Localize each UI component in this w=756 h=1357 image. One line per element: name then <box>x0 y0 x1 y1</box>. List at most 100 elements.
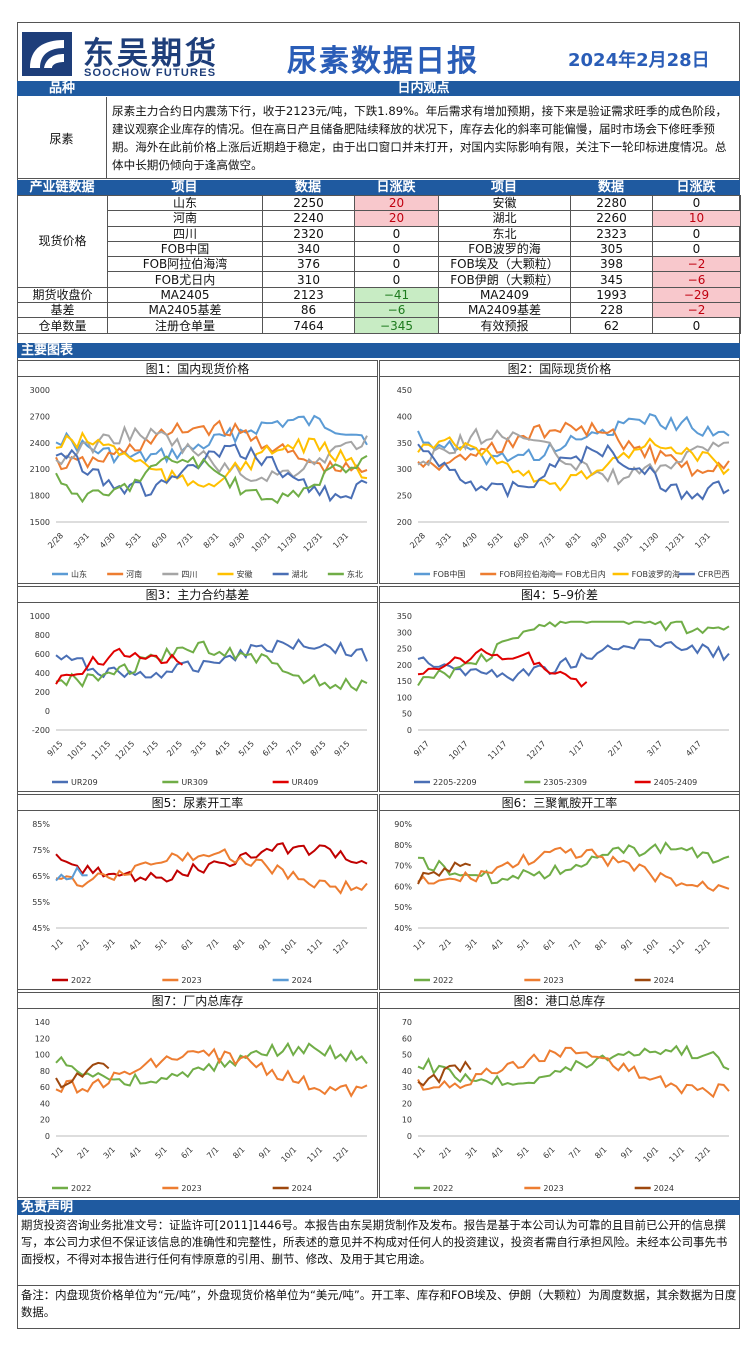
legend-label: UR209 <box>71 778 98 787</box>
legend-label: FOB中国 <box>433 569 465 579</box>
x-tick-label: 11/1 <box>667 937 686 956</box>
chart-7: 图7：厂内总库存 140 120 100 80 60 40 20 0 1/1 2/1 3/1 4/1 5/… <box>17 992 378 1198</box>
series-line <box>55 1041 368 1087</box>
y-tick-label: 60% <box>394 882 412 891</box>
chart-title: 图4：5–9价差 <box>380 587 739 603</box>
x-tick-label: 1/1 <box>50 1145 65 1160</box>
x-tick-label: 2/1 <box>438 1145 453 1160</box>
legend-label: 2022 <box>433 1184 453 1193</box>
x-tick-label: 7/1 <box>205 1145 220 1160</box>
x-tick-label: 10/17 <box>447 739 470 762</box>
col-header-item-b: 项目 <box>490 180 517 195</box>
disclaimer-text: 期货投资咨询业务批准文号：证监许可[2011]1446号。本报告由东吴期货制作及… <box>21 1218 728 1266</box>
logo-text-en: SOOCHOW FUTURES <box>84 67 217 79</box>
series-line <box>417 846 730 892</box>
item-name: FOB波罗的海 <box>438 240 571 258</box>
item-change: −345 <box>354 317 439 334</box>
legend-label: CFR巴西 <box>698 570 730 579</box>
chart-title: 图1：国内现货价格 <box>18 361 377 377</box>
item-name: FOB阿拉伯海湾 <box>107 256 263 273</box>
y-tick-label: 65% <box>32 872 50 881</box>
legend-label: 东北 <box>347 569 363 579</box>
item-name: 有效预报 <box>438 317 571 334</box>
series-line <box>417 861 471 885</box>
legend-label: 2022 <box>433 976 453 985</box>
legend-label: 2405-2409 <box>654 778 698 787</box>
item-name: 注册仓单量 <box>107 317 263 334</box>
x-tick-label: 2/17 <box>606 739 625 758</box>
y-tick-label: 40% <box>394 924 412 933</box>
col-header-change-b: 日涨跌 <box>676 180 716 195</box>
x-tick-label: 3/31 <box>434 531 453 550</box>
item-change: −41 <box>354 286 439 304</box>
x-tick-label: 8/1 <box>231 1145 246 1160</box>
y-tick-label: 400 <box>35 669 50 678</box>
x-tick-label: 12/1 <box>693 1145 712 1164</box>
col-header-chain: 产业链数据 <box>29 180 95 195</box>
series-line <box>55 1061 110 1089</box>
series-line <box>417 427 730 486</box>
chart-5: 图5：尿素开工率 85% 75% 65% 55% 45% 1/1 2/1 3/1 4/1 5/1 6/… <box>17 794 378 990</box>
series-line <box>55 638 368 680</box>
series-line <box>417 620 730 687</box>
series-line <box>55 865 88 882</box>
variety-name: 尿素 <box>17 97 107 179</box>
chart-title: 图8：港口总库存 <box>380 993 739 1009</box>
y-tick-label: 450 <box>397 386 412 395</box>
legend-label: 2024 <box>292 1184 312 1193</box>
legend-label: 四川 <box>181 570 197 579</box>
x-tick-label: 12/31 <box>302 531 325 554</box>
y-tick-label: 0 <box>407 726 412 735</box>
item-name: 安徽 <box>438 194 571 212</box>
y-tick-label: 2100 <box>30 465 50 474</box>
x-tick-label: 7/31 <box>538 531 557 550</box>
y-tick-label: 50% <box>394 903 412 912</box>
chart-plot: 90% 80% 70% 60% 50% 40%1/1 2/1 3/1 4/1 5/1 6/1 7/1 8… <box>394 820 730 985</box>
legend-label: FOB阿拉伯海湾 <box>499 569 555 579</box>
y-tick-label: 40 <box>40 1099 50 1108</box>
y-tick-label: 40 <box>402 1067 412 1076</box>
legend-label: FOB尤日内 <box>565 569 605 579</box>
y-tick-label: 60 <box>402 1034 412 1043</box>
x-tick-label: 5/1 <box>515 1145 530 1160</box>
item-change: −2 <box>652 302 741 319</box>
item-change: 0 <box>354 271 439 288</box>
x-tick-label: 5/1 <box>515 937 530 952</box>
item-value: 2123 <box>262 286 355 304</box>
item-name: MA2405基差 <box>107 302 263 319</box>
x-tick-label: 5/15 <box>237 739 256 758</box>
y-tick-label: 3000 <box>30 386 50 395</box>
item-value: 1993 <box>570 286 653 304</box>
legend-label: 2024 <box>654 1184 674 1193</box>
x-tick-label: 1/1 <box>412 937 427 952</box>
x-tick-label: 3/1 <box>464 937 479 952</box>
x-tick-label: 3/17 <box>645 739 664 758</box>
y-tick-label: 75% <box>32 846 50 855</box>
x-tick-label: 11/30 <box>638 531 661 554</box>
chart-plot: 140 120 100 80 60 40 20 01/1 2/1 3/1 4/1 5/1 6/1 7/1 8… <box>35 1018 368 1193</box>
x-tick-label: 11/15 <box>90 739 113 762</box>
series-line <box>55 430 368 488</box>
legend-label: 2205-2209 <box>433 778 477 787</box>
table-row: 仓单数量 注册仓单量 7464 −345 有效预报 62 0 <box>17 317 741 334</box>
series-line <box>417 443 730 501</box>
item-value: 7464 <box>262 317 355 334</box>
legend-label: UR309 <box>181 778 208 787</box>
chart-2: 图2：国际现货价格 450 400 350 300 250 200 2/28 3/31 4/30 5… <box>379 360 740 584</box>
x-tick-label: 4/1 <box>127 1145 142 1160</box>
report-date: 2024年2月28日 <box>568 50 710 71</box>
y-tick-label: 140 <box>35 1018 50 1027</box>
legend-label: 2023 <box>543 1184 563 1193</box>
chart-title: 图3：主力合约基差 <box>18 587 377 603</box>
x-tick-label: 12/31 <box>664 531 687 554</box>
x-tick-label: 10/15 <box>66 739 89 762</box>
disclaimer-section-bar: 免责声明 <box>17 1200 740 1215</box>
x-tick-label: 5/1 <box>153 1145 168 1160</box>
x-tick-label: 12/1 <box>693 937 712 956</box>
x-tick-label: 11/1 <box>305 1145 324 1164</box>
y-tick-label: 10 <box>402 1116 412 1125</box>
item-value: 340 <box>262 240 355 258</box>
x-tick-label: 5/1 <box>153 937 168 952</box>
x-tick-label: 4/30 <box>98 531 117 550</box>
item-value: 86 <box>262 302 355 319</box>
